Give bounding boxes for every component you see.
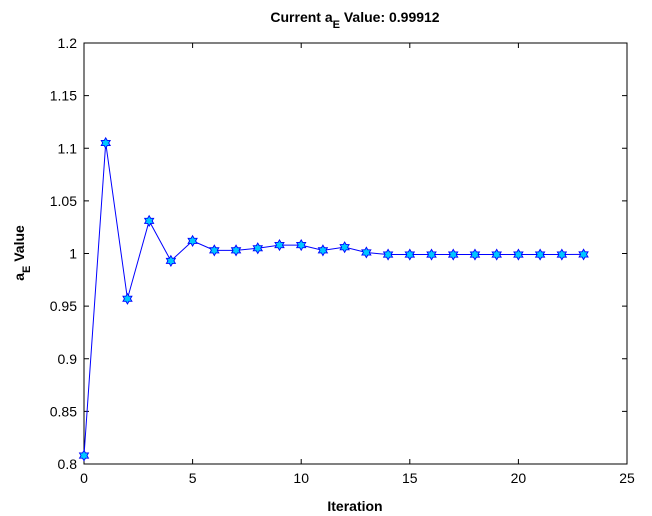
x-axis-title: Iteration [327, 498, 382, 514]
y-axis-title-subscript: E [21, 266, 33, 273]
data-point [578, 248, 589, 261]
x-tick-label: 5 [189, 470, 197, 486]
plot-area [83, 42, 628, 465]
data-point [122, 292, 133, 305]
y-tick-label: 0.9 [58, 351, 78, 367]
y-tick-label: 1.05 [50, 193, 77, 209]
y-axis-title: aE Value [11, 225, 33, 281]
data-point [78, 449, 90, 462]
data-point [230, 244, 242, 257]
data-point [143, 214, 155, 227]
data-point [339, 241, 350, 254]
data-point [295, 238, 307, 252]
data-point [317, 244, 329, 257]
data-point [209, 244, 220, 257]
chart-title-subscript: E [333, 19, 340, 31]
data-point [426, 248, 437, 261]
y-axis: 0.8 0.85 0.9 0.95 1 1.05 1.1 1.15 1.2 [50, 35, 627, 472]
y-tick-label: 0.8 [58, 456, 78, 472]
y-axis-title-suffix: Value [11, 225, 27, 266]
data-point [491, 248, 502, 261]
x-tick-label: 10 [293, 470, 309, 486]
data-point [274, 238, 285, 252]
data-point [469, 248, 481, 261]
x-tick-label: 20 [511, 470, 527, 486]
chart-title-suffix: Value: 0.99912 [340, 9, 440, 25]
data-point [165, 254, 177, 267]
y-tick-label: 1.15 [50, 88, 77, 104]
data-point [187, 234, 198, 247]
data-point [513, 248, 524, 261]
y-axis-title-prefix: a [11, 273, 27, 281]
data-point [361, 246, 372, 259]
chart-title-prefix: Current a [270, 9, 332, 25]
x-tick-label: 15 [402, 470, 418, 486]
data-point [447, 248, 459, 261]
data-point [252, 242, 264, 255]
y-tick-label: 0.95 [50, 298, 77, 314]
data-point [534, 248, 546, 261]
data-point [382, 248, 394, 261]
series-group [78, 136, 589, 462]
data-point [556, 248, 568, 261]
data-point [404, 248, 416, 261]
x-axis: 0 5 10 15 20 25 [80, 43, 635, 486]
y-tick-label: 0.85 [50, 403, 77, 419]
data-point [100, 136, 111, 150]
y-tick-label: 1 [69, 246, 77, 262]
series-line [83, 142, 584, 456]
y-tick-label: 1.1 [58, 140, 78, 156]
x-tick-label: 0 [80, 470, 88, 486]
y-tick-label: 1.2 [58, 35, 78, 51]
chart-title: Current aE Value: 0.99912 [270, 9, 439, 31]
x-tick-label: 25 [619, 470, 635, 486]
